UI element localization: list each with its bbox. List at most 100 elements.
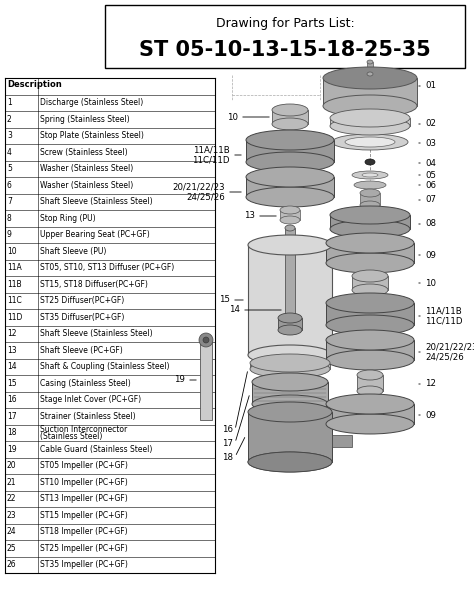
Text: 02: 02 bbox=[425, 119, 436, 128]
Text: 20/21/22/23
24/25/26: 20/21/22/23 24/25/26 bbox=[173, 182, 225, 201]
Text: ST15 Impeller (PC+GF): ST15 Impeller (PC+GF) bbox=[40, 511, 128, 520]
Bar bbox=[332, 435, 352, 447]
Ellipse shape bbox=[260, 405, 320, 419]
Text: 14: 14 bbox=[229, 306, 240, 315]
Text: 11A: 11A bbox=[7, 264, 22, 272]
Ellipse shape bbox=[278, 325, 302, 335]
Text: Description: Description bbox=[7, 80, 62, 89]
Bar bbox=[326, 340, 414, 360]
Bar bbox=[360, 193, 380, 205]
Text: 8: 8 bbox=[7, 213, 12, 223]
Ellipse shape bbox=[260, 170, 320, 184]
Text: ST25 Impeller (PC+GF): ST25 Impeller (PC+GF) bbox=[40, 544, 128, 553]
Text: 16: 16 bbox=[7, 395, 17, 404]
Bar bbox=[323, 78, 417, 106]
Bar bbox=[250, 363, 330, 369]
Ellipse shape bbox=[272, 104, 308, 116]
Text: Shaft Sleeve (Stainless Steel): Shaft Sleeve (Stainless Steel) bbox=[40, 329, 153, 338]
Text: 1: 1 bbox=[7, 98, 12, 107]
Ellipse shape bbox=[357, 370, 383, 380]
Ellipse shape bbox=[330, 109, 410, 127]
Text: Shaft Sleeve (PC+GF): Shaft Sleeve (PC+GF) bbox=[40, 346, 123, 355]
Text: 5: 5 bbox=[7, 164, 12, 173]
Text: 6: 6 bbox=[7, 181, 12, 190]
Ellipse shape bbox=[199, 333, 213, 347]
Ellipse shape bbox=[338, 236, 402, 250]
Text: 11A/11B
11C/11D: 11A/11B 11C/11D bbox=[425, 306, 463, 326]
Text: 18: 18 bbox=[7, 428, 17, 437]
Ellipse shape bbox=[246, 167, 334, 187]
Ellipse shape bbox=[330, 206, 410, 224]
Bar bbox=[248, 412, 332, 462]
Bar bbox=[246, 140, 334, 162]
Text: Stop Ring (PU): Stop Ring (PU) bbox=[40, 213, 96, 223]
Ellipse shape bbox=[352, 73, 388, 83]
Ellipse shape bbox=[272, 118, 308, 130]
Text: 10: 10 bbox=[7, 247, 17, 256]
Text: 13: 13 bbox=[7, 346, 17, 355]
Text: ST05 Impeller (PC+GF): ST05 Impeller (PC+GF) bbox=[40, 461, 128, 470]
Text: 08: 08 bbox=[425, 219, 436, 229]
Bar bbox=[248, 245, 332, 355]
Ellipse shape bbox=[250, 360, 330, 378]
Text: 01: 01 bbox=[425, 81, 436, 90]
Bar bbox=[280, 210, 300, 220]
Text: 17: 17 bbox=[7, 412, 17, 421]
Text: 22: 22 bbox=[7, 494, 17, 504]
Text: ST 05-10-13-15-18-25-35: ST 05-10-13-15-18-25-35 bbox=[139, 40, 431, 60]
Text: 03: 03 bbox=[425, 139, 436, 148]
Text: 12: 12 bbox=[425, 379, 436, 388]
Text: Stop Plate (Stainless Steel): Stop Plate (Stainless Steel) bbox=[40, 131, 144, 140]
Text: 15: 15 bbox=[7, 379, 17, 388]
Ellipse shape bbox=[326, 315, 414, 335]
Text: 2: 2 bbox=[7, 115, 12, 124]
Ellipse shape bbox=[248, 402, 332, 422]
Text: 26: 26 bbox=[7, 560, 17, 569]
Bar bbox=[357, 375, 383, 391]
Text: 09: 09 bbox=[425, 250, 436, 259]
Ellipse shape bbox=[252, 373, 328, 391]
Text: ST35 Impeller (PC+GF): ST35 Impeller (PC+GF) bbox=[40, 560, 128, 569]
Bar bbox=[367, 62, 373, 74]
Ellipse shape bbox=[352, 284, 388, 296]
Ellipse shape bbox=[246, 130, 334, 150]
Text: 09: 09 bbox=[425, 411, 436, 420]
Text: Washer (Stainless Steel): Washer (Stainless Steel) bbox=[40, 181, 133, 190]
Text: Upper Bearing Seat (PC+GF): Upper Bearing Seat (PC+GF) bbox=[40, 230, 150, 239]
Ellipse shape bbox=[323, 67, 417, 89]
Text: 14: 14 bbox=[7, 362, 17, 371]
Text: ST13 Impeller (PC+GF): ST13 Impeller (PC+GF) bbox=[40, 494, 128, 504]
Text: 25: 25 bbox=[7, 544, 17, 553]
Text: 20: 20 bbox=[7, 461, 17, 470]
Text: 9: 9 bbox=[7, 230, 12, 239]
Ellipse shape bbox=[285, 225, 295, 231]
Text: Discharge (Stainless Steel): Discharge (Stainless Steel) bbox=[40, 98, 143, 107]
Bar bbox=[352, 276, 388, 290]
Ellipse shape bbox=[326, 330, 414, 350]
Ellipse shape bbox=[280, 216, 300, 224]
Ellipse shape bbox=[330, 220, 410, 238]
Text: 3: 3 bbox=[7, 131, 12, 140]
Text: 07: 07 bbox=[425, 195, 436, 204]
Ellipse shape bbox=[260, 133, 320, 147]
Ellipse shape bbox=[367, 72, 373, 76]
Ellipse shape bbox=[326, 233, 414, 253]
Text: ST25 Diffuser(PC+GF): ST25 Diffuser(PC+GF) bbox=[40, 296, 124, 305]
Ellipse shape bbox=[250, 354, 330, 372]
Ellipse shape bbox=[280, 206, 300, 214]
Ellipse shape bbox=[332, 134, 408, 150]
Text: 21: 21 bbox=[7, 478, 17, 487]
Ellipse shape bbox=[352, 270, 388, 282]
Text: 7: 7 bbox=[7, 197, 12, 206]
Text: 10: 10 bbox=[425, 279, 436, 288]
Bar bbox=[330, 118, 410, 126]
Bar bbox=[272, 110, 308, 124]
Text: Stage Inlet Cover (PC+GF): Stage Inlet Cover (PC+GF) bbox=[40, 395, 141, 404]
Ellipse shape bbox=[285, 320, 295, 326]
Bar bbox=[285, 228, 295, 323]
Text: 10: 10 bbox=[227, 113, 238, 121]
Text: 19: 19 bbox=[7, 445, 17, 453]
Ellipse shape bbox=[367, 60, 373, 64]
Bar bbox=[252, 382, 328, 404]
Text: 16: 16 bbox=[222, 426, 233, 435]
